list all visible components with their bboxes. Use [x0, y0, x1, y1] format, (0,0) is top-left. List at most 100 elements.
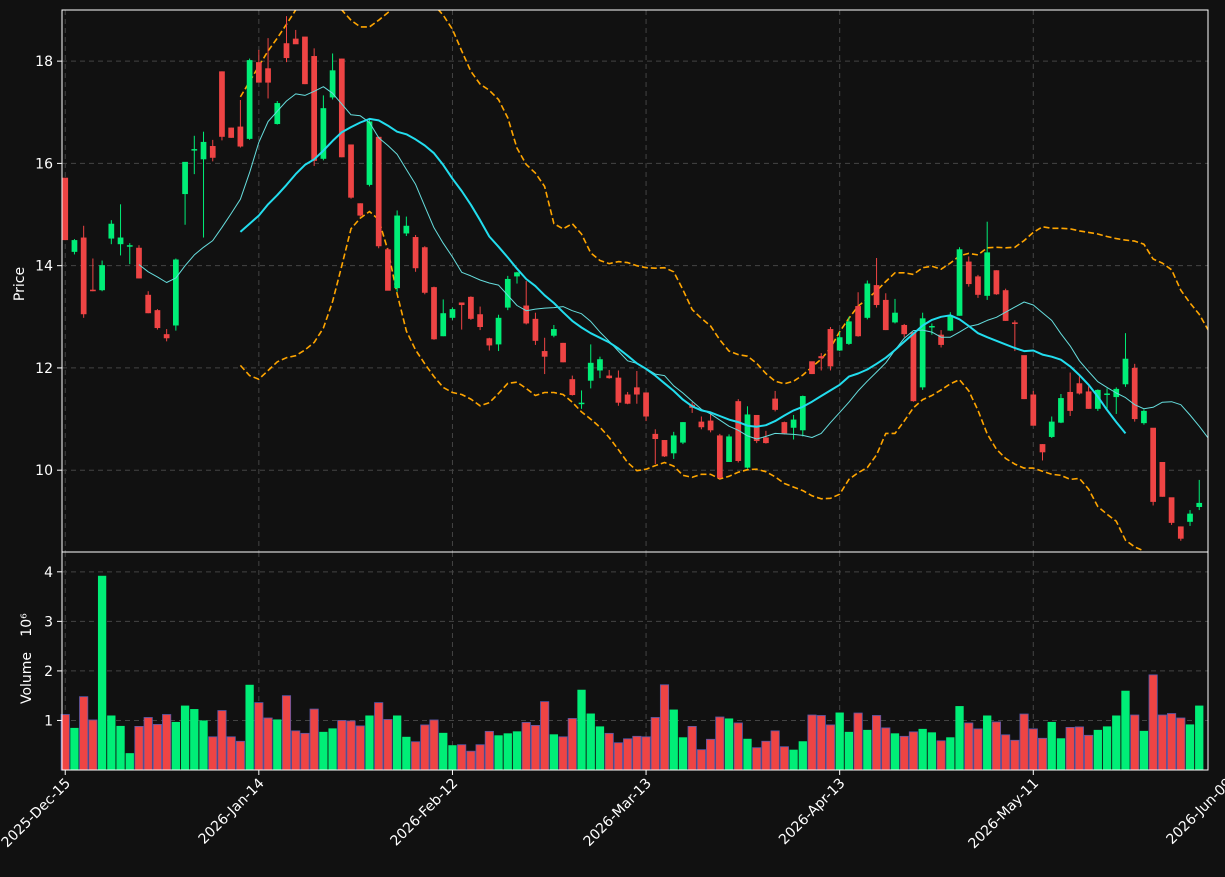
- candle-body: [375, 136, 382, 247]
- volume-bar: [632, 735, 642, 771]
- volume-bar: [134, 726, 144, 771]
- candle-body: [975, 276, 981, 295]
- volume-bar: [1065, 726, 1075, 771]
- candle-body: [855, 306, 861, 337]
- candle-body: [274, 103, 281, 125]
- volume-bar: [521, 722, 531, 771]
- candle-body: [394, 215, 400, 289]
- candle-body: [633, 387, 640, 395]
- lower-band-line: [239, 210, 1145, 552]
- volume-bar: [503, 733, 512, 770]
- candle-body: [560, 342, 566, 363]
- volume-bar: [983, 715, 992, 770]
- candle-body: [126, 245, 133, 247]
- candle-body: [514, 272, 520, 277]
- volume-bar: [936, 740, 946, 771]
- candle-body: [587, 362, 594, 381]
- candle-body: [468, 296, 474, 319]
- candle-body: [1187, 513, 1193, 522]
- candle-body: [836, 337, 843, 351]
- candle-body: [864, 283, 871, 318]
- volume-bar: [687, 726, 697, 771]
- candle-body: [873, 285, 880, 306]
- candle-body: [652, 433, 659, 439]
- candle-body: [993, 270, 1000, 295]
- candle-body: [292, 38, 299, 45]
- volume-bar: [770, 730, 780, 771]
- volume-bar: [152, 724, 162, 771]
- volume-bar: [779, 746, 789, 771]
- candle-body: [956, 249, 963, 316]
- volume-bar: [190, 709, 199, 770]
- candle-body: [910, 332, 917, 402]
- volume-bar: [1019, 713, 1029, 771]
- volume-axis-unit: 10⁶: [19, 613, 35, 637]
- candle-body: [965, 261, 972, 285]
- candle-body: [643, 392, 649, 417]
- volume-bar: [328, 728, 337, 770]
- volume-bar: [337, 720, 347, 771]
- candle-body: [62, 177, 69, 241]
- fast-moving-average-line: [138, 86, 1208, 440]
- candle-body: [661, 440, 668, 457]
- volume-bar: [1102, 726, 1112, 770]
- volume-bar: [899, 735, 909, 771]
- candle-body: [80, 237, 87, 315]
- price-tick-label: 10: [35, 463, 53, 479]
- candle-body: [1177, 526, 1184, 539]
- candle-body: [523, 305, 530, 324]
- volume-bar: [991, 721, 1001, 771]
- volume-bar: [816, 715, 826, 771]
- candle-body: [412, 237, 419, 269]
- candle-body: [255, 62, 262, 83]
- volume-bar: [1037, 737, 1048, 771]
- volume-bar: [530, 725, 540, 771]
- candle-body: [597, 359, 603, 371]
- candle-body: [763, 437, 769, 444]
- candle-body: [320, 108, 327, 159]
- volume-bar: [835, 712, 844, 770]
- candle-body: [799, 396, 806, 431]
- candle-body: [329, 70, 336, 98]
- candle-body: [532, 318, 539, 341]
- candle-body: [901, 324, 908, 335]
- candle-body: [541, 351, 548, 357]
- volume-bar: [964, 722, 974, 771]
- candle-body: [929, 325, 935, 328]
- candle-body: [726, 436, 732, 463]
- candle-body: [90, 289, 96, 292]
- candle-body: [1011, 322, 1018, 324]
- volume-tick-label: 2: [44, 664, 53, 680]
- candle-body: [1122, 358, 1129, 385]
- candle-body: [772, 398, 778, 410]
- candle-body: [495, 317, 502, 345]
- candle-body: [173, 259, 179, 326]
- candle-body: [145, 294, 152, 314]
- volume-bar: [613, 742, 623, 771]
- candle-body: [200, 141, 207, 160]
- candle-body: [283, 43, 290, 59]
- candle-body: [882, 299, 889, 331]
- candle-body: [1141, 410, 1147, 424]
- volume-bar: [273, 719, 282, 770]
- volume-bar: [733, 722, 743, 771]
- volume-bar: [789, 749, 798, 770]
- volume-bar: [918, 728, 927, 770]
- candle-body: [366, 121, 373, 185]
- candle-body: [698, 421, 705, 428]
- volume-bar: [281, 695, 292, 771]
- candle-body: [670, 435, 677, 454]
- volume-bar: [853, 712, 863, 771]
- volume-tick-label: 4: [44, 565, 53, 581]
- candle-body: [182, 161, 188, 195]
- volume-bar: [540, 701, 550, 771]
- volume-panel-frame: [61, 551, 1209, 771]
- volume-bar: [374, 702, 384, 771]
- volume-bar: [595, 726, 605, 770]
- candlesticks: [62, 16, 1203, 541]
- volume-bar: [1056, 738, 1066, 770]
- volume-bar: [1195, 705, 1204, 770]
- candle-body: [606, 375, 613, 379]
- candle-body: [680, 422, 686, 443]
